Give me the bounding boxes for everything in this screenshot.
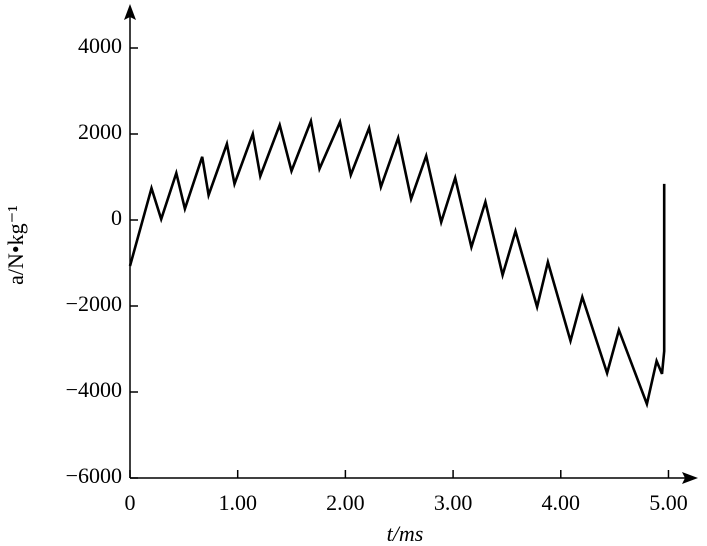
y-tick-label: −4000: [66, 377, 122, 402]
x-tick-label: 5.00: [649, 490, 688, 515]
y-tick-label: 4000: [78, 33, 122, 58]
y-tick-label: 2000: [78, 119, 122, 144]
y-axis-label: a/N•kg⁻¹: [3, 205, 28, 285]
y-tick-label: −6000: [66, 463, 122, 488]
x-axis-arrow: [682, 472, 698, 484]
y-tick-label: −2000: [66, 291, 122, 316]
data-line: [128, 116, 666, 409]
x-tick-label: 2.00: [326, 490, 365, 515]
x-tick-label: 3.00: [434, 490, 473, 515]
x-tick-label: 4.00: [542, 490, 581, 515]
x-axis-label: t/ms: [387, 521, 424, 546]
x-tick-label: 0: [125, 490, 136, 515]
x-tick-label: 1.00: [218, 490, 257, 515]
y-axis-arrow: [124, 4, 136, 20]
y-tick-label: 0: [111, 205, 122, 230]
